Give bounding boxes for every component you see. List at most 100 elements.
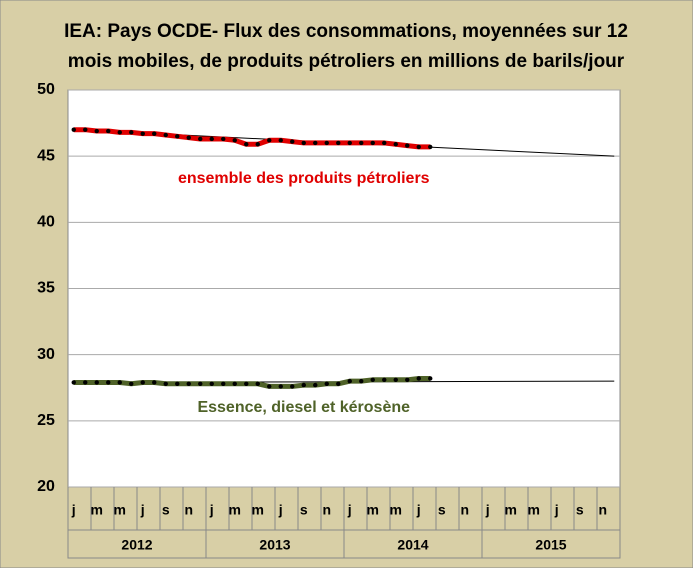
data-point	[324, 140, 329, 146]
chart-title: mois mobiles, de produits pétroliers en …	[68, 51, 625, 72]
year-label: 2012	[121, 537, 152, 553]
data-point	[255, 142, 260, 147]
data-point	[382, 140, 387, 146]
data-point	[278, 384, 283, 389]
x-tick-label: j	[278, 502, 283, 518]
data-point	[301, 140, 306, 146]
year-label: 2013	[259, 537, 290, 553]
data-point	[347, 378, 352, 384]
y-tick-label: 45	[37, 147, 55, 164]
data-point	[106, 128, 111, 134]
y-tick-label: 35	[37, 280, 55, 297]
data-point	[198, 136, 203, 142]
x-tick-label: j	[554, 502, 559, 518]
x-tick-label: j	[209, 502, 214, 518]
x-tick-label: n	[184, 502, 193, 518]
x-tick-label: m	[367, 502, 379, 518]
data-point	[416, 144, 421, 150]
x-tick-label: n	[598, 502, 607, 518]
year-label: 2015	[535, 537, 566, 553]
data-point	[359, 378, 364, 384]
data-point	[94, 128, 99, 134]
data-point	[152, 380, 157, 385]
data-point	[301, 382, 306, 388]
x-tick-label: s	[162, 502, 170, 518]
data-point	[129, 381, 134, 386]
data-point	[290, 139, 295, 144]
data-point	[209, 136, 214, 142]
data-point	[428, 376, 433, 381]
x-tick-label: j	[71, 502, 76, 518]
data-point	[370, 377, 375, 383]
data-point	[94, 380, 99, 385]
y-tick-label: 20	[37, 478, 55, 495]
y-tick-label: 50	[37, 81, 55, 98]
y-tick-label: 40	[37, 214, 55, 231]
data-point	[140, 380, 145, 385]
data-point	[117, 380, 122, 385]
x-tick-label: m	[252, 502, 264, 518]
data-point	[152, 131, 157, 136]
x-tick-label: s	[576, 502, 584, 518]
data-point	[232, 381, 237, 386]
annotation: Essence, diesel et kérosène	[197, 399, 410, 416]
data-point	[71, 380, 76, 385]
data-point	[221, 136, 226, 142]
data-point	[163, 132, 168, 138]
data-point	[313, 140, 318, 146]
data-point	[290, 384, 295, 389]
annotation: ensemble des produits pétroliers	[178, 170, 430, 187]
data-point	[140, 131, 145, 136]
data-point	[370, 140, 375, 146]
data-point	[313, 382, 318, 388]
x-tick-label: j	[347, 502, 352, 518]
data-point	[359, 140, 364, 146]
data-point	[163, 381, 168, 386]
data-point	[83, 380, 88, 385]
data-point	[393, 142, 398, 147]
data-point	[267, 138, 272, 143]
data-point	[129, 130, 134, 135]
data-point	[405, 377, 410, 383]
data-point	[244, 381, 249, 386]
data-point	[267, 384, 272, 389]
data-point	[209, 381, 214, 386]
data-point	[428, 144, 433, 150]
chart-title: IEA: Pays OCDE- Flux des consommations, …	[64, 21, 628, 42]
data-point	[416, 376, 421, 381]
data-point	[336, 381, 341, 386]
data-point	[117, 130, 122, 135]
data-point	[175, 381, 180, 386]
data-point	[71, 127, 76, 132]
x-tick-label: j	[485, 502, 490, 518]
data-point	[405, 143, 410, 148]
x-tick-label: n	[322, 502, 331, 518]
data-point	[244, 142, 249, 147]
data-point	[198, 381, 203, 386]
x-tick-label: s	[438, 502, 446, 518]
y-tick-label: 30	[37, 346, 55, 363]
data-point	[221, 381, 226, 386]
y-tick-label: 25	[37, 412, 55, 429]
year-label: 2014	[397, 537, 428, 553]
data-point	[278, 138, 283, 143]
x-tick-label: m	[229, 502, 241, 518]
x-tick-label: j	[416, 502, 421, 518]
data-point	[324, 381, 329, 386]
data-point	[232, 138, 237, 143]
data-point	[186, 135, 191, 140]
data-point	[382, 377, 387, 383]
data-point	[336, 140, 341, 146]
x-tick-label: n	[460, 502, 469, 518]
x-tick-label: m	[528, 502, 540, 518]
x-tick-label: m	[505, 502, 517, 518]
x-tick-label: m	[390, 502, 402, 518]
data-point	[393, 377, 398, 383]
x-tick-label: m	[91, 502, 103, 518]
data-point	[83, 127, 88, 132]
x-tick-label: s	[300, 502, 308, 518]
x-tick-label: j	[140, 502, 145, 518]
data-point	[175, 134, 180, 139]
x-tick-label: m	[114, 502, 126, 518]
